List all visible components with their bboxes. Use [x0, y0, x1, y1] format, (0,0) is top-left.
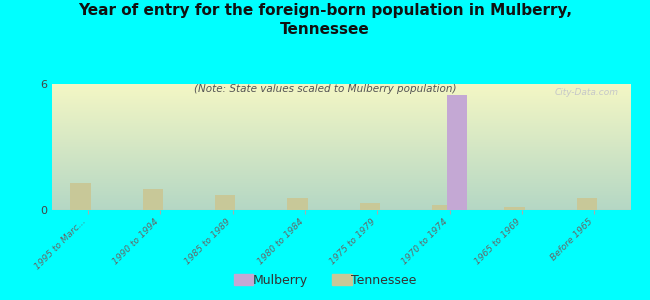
- Bar: [447, 94, 467, 210]
- Bar: [432, 205, 452, 210]
- Text: Year of entry for the foreign-born population in Mulberry,
Tennessee: Year of entry for the foreign-born popul…: [78, 3, 572, 37]
- Bar: [359, 203, 380, 210]
- Bar: [287, 199, 307, 210]
- Bar: [215, 195, 235, 210]
- Bar: [70, 183, 91, 210]
- Bar: [143, 189, 163, 210]
- Bar: [577, 199, 597, 210]
- Text: City-Data.com: City-Data.com: [555, 88, 619, 97]
- Bar: [504, 207, 525, 210]
- Text: (Note: State values scaled to Mulberry population): (Note: State values scaled to Mulberry p…: [194, 84, 456, 94]
- Legend: Mulberry, Tennessee: Mulberry, Tennessee: [229, 270, 421, 291]
